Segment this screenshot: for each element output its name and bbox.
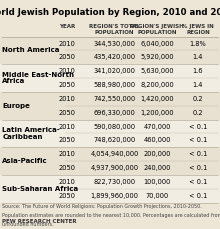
- Text: 2010: 2010: [59, 68, 75, 74]
- Text: 2010: 2010: [59, 179, 75, 185]
- Text: World Jewish Population by Region, 2010 and 2050: World Jewish Population by Region, 2010 …: [0, 8, 220, 16]
- Text: 748,620,000: 748,620,000: [93, 137, 136, 143]
- Text: 696,330,000: 696,330,000: [94, 110, 135, 116]
- Text: 460,000: 460,000: [143, 137, 171, 143]
- Text: North America: North America: [2, 47, 60, 54]
- Text: 1.8%: 1.8%: [190, 41, 206, 46]
- Text: < 0.1: < 0.1: [189, 137, 207, 143]
- Text: Middle East-North
Africa: Middle East-North Africa: [2, 72, 74, 85]
- Text: 590,080,000: 590,080,000: [93, 124, 136, 130]
- Text: 344,530,000: 344,530,000: [94, 41, 135, 46]
- Text: REGION'S TOTAL
POPULATION: REGION'S TOTAL POPULATION: [89, 24, 140, 35]
- Text: 2050: 2050: [59, 137, 76, 143]
- Text: 2050: 2050: [59, 165, 76, 171]
- Text: 240,000: 240,000: [143, 165, 171, 171]
- Text: 341,020,000: 341,020,000: [94, 68, 135, 74]
- Text: unrounded numbers.: unrounded numbers.: [2, 222, 54, 227]
- Text: 2010: 2010: [59, 41, 75, 46]
- Text: < 0.1: < 0.1: [189, 151, 207, 157]
- Text: 742,550,000: 742,550,000: [93, 96, 136, 102]
- Text: 2050: 2050: [59, 82, 76, 88]
- Text: 1,420,000: 1,420,000: [141, 96, 174, 102]
- Text: 4,937,900,000: 4,937,900,000: [90, 165, 138, 171]
- Text: 2050: 2050: [59, 110, 76, 116]
- Text: REGION'S JEWISH
POPULATION: REGION'S JEWISH POPULATION: [130, 24, 184, 35]
- Text: 4,054,940,000: 4,054,940,000: [90, 151, 139, 157]
- Text: 470,000: 470,000: [143, 124, 171, 130]
- Text: 1.4: 1.4: [193, 55, 203, 60]
- Text: 8,200,000: 8,200,000: [140, 82, 174, 88]
- Text: 5,920,000: 5,920,000: [141, 55, 174, 60]
- Text: 2010: 2010: [59, 151, 75, 157]
- Text: 2010: 2010: [59, 96, 75, 102]
- Text: 5,630,000: 5,630,000: [141, 68, 174, 74]
- Text: < 0.1: < 0.1: [189, 165, 207, 171]
- Text: 2010: 2010: [59, 124, 75, 130]
- Text: % JEWS IN
REGION: % JEWS IN REGION: [182, 24, 214, 35]
- Text: Europe: Europe: [2, 103, 30, 109]
- Text: 2050: 2050: [59, 55, 76, 60]
- Text: 1.4: 1.4: [193, 82, 203, 88]
- Text: YEAR: YEAR: [59, 24, 75, 29]
- Text: Sub-Saharan Africa: Sub-Saharan Africa: [2, 186, 78, 192]
- Text: 100,000: 100,000: [144, 179, 171, 185]
- Text: 200,000: 200,000: [143, 151, 171, 157]
- Text: Population estimates are rounded to the nearest 10,000. Percentages are calculat: Population estimates are rounded to the …: [2, 213, 220, 218]
- Text: 70,000: 70,000: [146, 193, 169, 199]
- Text: 0.2: 0.2: [193, 96, 203, 102]
- Text: 1,899,960,000: 1,899,960,000: [90, 193, 138, 199]
- Text: 2050: 2050: [59, 193, 76, 199]
- Text: 822,730,000: 822,730,000: [93, 179, 136, 185]
- Text: 435,420,000: 435,420,000: [93, 55, 136, 60]
- Text: 588,980,000: 588,980,000: [93, 82, 136, 88]
- Text: 1.6: 1.6: [193, 68, 203, 74]
- Text: 1,200,000: 1,200,000: [141, 110, 174, 116]
- Text: 0.2: 0.2: [193, 110, 203, 116]
- Text: < 0.1: < 0.1: [189, 124, 207, 130]
- Text: Source: The Future of World Religions: Population Growth Projections, 2010-2050.: Source: The Future of World Religions: P…: [2, 204, 202, 209]
- Text: 6,040,000: 6,040,000: [140, 41, 174, 46]
- Text: < 0.1: < 0.1: [189, 179, 207, 185]
- Text: Latin America-
Caribbean: Latin America- Caribbean: [2, 127, 60, 140]
- Text: PEW RESEARCH CENTER: PEW RESEARCH CENTER: [2, 219, 77, 224]
- Text: Asia-Pacific: Asia-Pacific: [2, 158, 48, 164]
- Text: < 0.1: < 0.1: [189, 193, 207, 199]
